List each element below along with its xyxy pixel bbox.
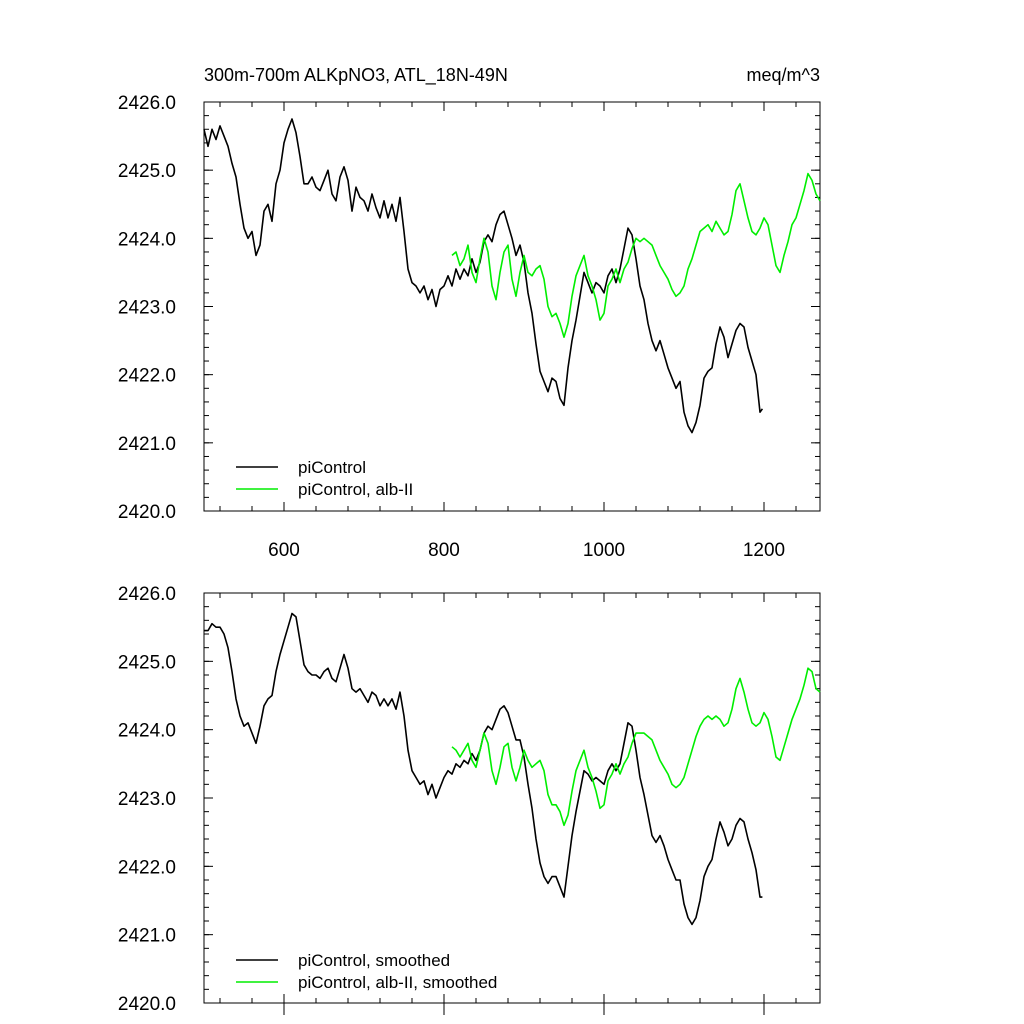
chart0-series-line-0 xyxy=(203,118,764,434)
chart0-y-tick-label: 2422.0 xyxy=(118,366,176,387)
chart0-legend-label: piControl xyxy=(298,458,366,477)
chart0-y-tick-label: 2424.0 xyxy=(118,229,176,250)
chart0-y-tick-label: 2421.0 xyxy=(118,434,176,455)
chart0-x-tick-label: 1200 xyxy=(743,540,785,561)
chart1-y-tick-label: 2424.0 xyxy=(118,721,176,742)
chart0-y-tick-label: 2420.0 xyxy=(118,502,176,523)
chart1-y-tick-label: 2426.0 xyxy=(118,584,176,605)
chart1-y-tick-label: 2425.0 xyxy=(118,652,176,673)
chart1-y-tick-label: 2421.0 xyxy=(118,926,176,947)
chart0-y-tick-label: 2425.0 xyxy=(118,161,176,182)
chart1-y-tick-label: 2422.0 xyxy=(118,857,176,878)
chart1-plot-frame xyxy=(203,592,821,1004)
chart1-series-line-1 xyxy=(451,667,821,827)
chart0-plot-frame xyxy=(203,101,821,512)
chart0-y-tick-label: 2423.0 xyxy=(118,298,176,319)
chart0-title: 300m-700m ALKpNO3, ATL_18N-49N xyxy=(204,65,508,86)
chart0-x-tick-label: 600 xyxy=(268,540,300,561)
chart1-legend-label: piControl, alb-II, smoothed xyxy=(298,973,497,992)
chart0-x-tick-label: 800 xyxy=(428,540,460,561)
chart1-legend-label: piControl, smoothed xyxy=(298,951,450,970)
chart0-x-tick-label: 1000 xyxy=(583,540,625,561)
chart0-y-tick-label: 2426.0 xyxy=(118,93,176,114)
chart1-series-line-0 xyxy=(204,612,763,926)
chart1-y-tick-label: 2423.0 xyxy=(118,789,176,810)
bottom-panel: 2420.0 2421.0 2422.0 2423.0 2424.0 2425.0 2426… xyxy=(118,584,821,1015)
chart0-legend-label: piControl, alb-II xyxy=(298,480,413,499)
chart0-units: meq/m^3 xyxy=(747,65,820,85)
chart1-y-tick-label: 2420.0 xyxy=(118,994,176,1015)
chart0-series-line-1 xyxy=(451,172,821,338)
top-panel: 2420.0 2421.0 2422.0 2423.0 2424.0 2425.0 2426… xyxy=(118,65,821,561)
